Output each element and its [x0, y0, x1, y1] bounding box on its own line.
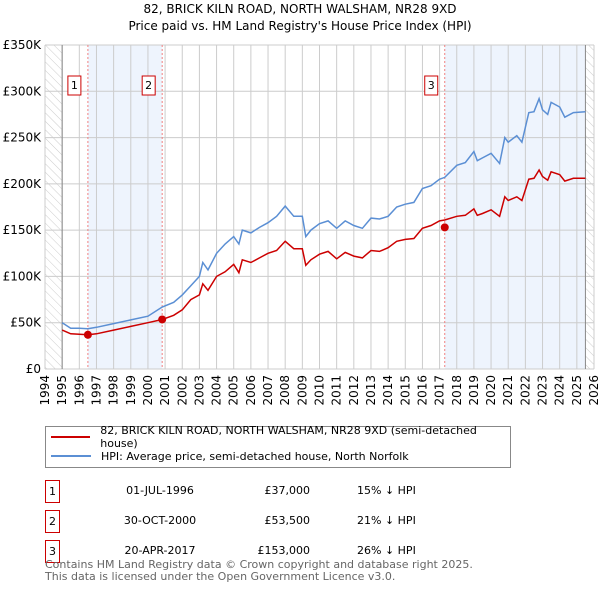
- x-tick-label: 2002: [175, 375, 189, 406]
- line-chart: £0 £50K £100K £150K £200K £250K £300K £350K 1994…: [3, 38, 600, 406]
- x-tick-label: 2010: [313, 375, 327, 406]
- y-tick-label: £100K: [3, 269, 43, 283]
- x-tick-label: 2024: [553, 375, 567, 406]
- x-tick-label: 2018: [450, 375, 464, 406]
- legend-swatch-blue: [51, 455, 91, 457]
- x-tick-label: 2000: [141, 375, 155, 406]
- x-tick-label: 2005: [227, 375, 241, 406]
- x-tick-label: 2015: [398, 375, 412, 406]
- sale-hpi-diff: 15% ↓ HPI: [357, 484, 416, 497]
- sale-date: 20-APR-2017: [124, 544, 196, 557]
- x-tick-label: 2014: [381, 375, 395, 406]
- sale-label: 3: [428, 79, 435, 92]
- legend: 82, BRICK KILN ROAD, NORTH WALSHAM, NR28…: [45, 424, 511, 468]
- sale-point: [440, 223, 449, 232]
- sale-hpi-diff: 26% ↓ HPI: [357, 544, 416, 557]
- sale-date: 01-JUL-1996: [126, 484, 194, 497]
- sale-point: [83, 330, 92, 339]
- sale-price: £53,500: [264, 514, 311, 527]
- sale-number-badge: 3: [45, 540, 60, 563]
- x-tick-label: 2017: [433, 375, 447, 406]
- x-tick-label: 2025: [570, 375, 584, 406]
- x-tick-label: 1994: [38, 375, 52, 406]
- x-tick-label: 1997: [89, 375, 103, 406]
- x-tick-label: 2022: [518, 375, 532, 406]
- sale-price: £37,000: [264, 484, 311, 497]
- x-tick-label: 2026: [587, 375, 600, 406]
- x-tick-label: 2013: [364, 375, 378, 406]
- x-tick-label: 2004: [210, 375, 224, 406]
- series-line-property: [61, 168, 586, 336]
- x-tick-label: 2019: [467, 375, 481, 406]
- hatched-region-after-data: [585, 45, 594, 369]
- shaded-period: [444, 45, 586, 369]
- x-tick-label: 2012: [347, 375, 361, 406]
- sale-number-badge: 2: [45, 510, 60, 533]
- x-tick-label: 2009: [295, 375, 309, 406]
- series-line-hpi: [61, 96, 586, 330]
- sale-number-badge: 1: [45, 480, 60, 503]
- x-tick-label: 2023: [536, 375, 550, 406]
- sale-label: 2: [145, 79, 152, 92]
- legend-swatch-red: [51, 436, 91, 438]
- x-tick-label: 2003: [192, 375, 206, 406]
- x-tick-label: 2001: [158, 375, 172, 406]
- y-tick-label: £200K: [3, 177, 43, 191]
- sale-label-box: [141, 75, 156, 96]
- x-tick-label: 2007: [261, 375, 275, 406]
- y-tick-label: £350K: [3, 38, 43, 52]
- x-tick-label: 1996: [72, 375, 86, 406]
- y-tick-label: £250K: [3, 131, 43, 145]
- footer-licence: This data is licensed under the Open Gov…: [45, 570, 396, 583]
- footer-copyright: Contains HM Land Registry data © Crown c…: [45, 558, 473, 571]
- hatched-region-before-data: [45, 45, 63, 369]
- x-tick-label: 2021: [501, 375, 515, 406]
- sale-label-box: [67, 75, 82, 96]
- x-tick-label: 2020: [484, 375, 498, 406]
- legend-label: 82, BRICK KILN ROAD, NORTH WALSHAM, NR28…: [100, 424, 477, 450]
- sale-label: 1: [71, 79, 78, 92]
- x-tick-label: 1998: [107, 375, 121, 406]
- chart-title: 82, BRICK KILN ROAD, NORTH WALSHAM, NR28…: [143, 2, 457, 16]
- sale-point: [158, 315, 167, 324]
- y-tick-label: £150K: [3, 223, 43, 237]
- x-tick-label: 2006: [244, 375, 258, 406]
- legend-item-property: 82, BRICK KILN ROAD, NORTH WALSHAM, NR28…: [51, 424, 510, 450]
- x-tick-label: 1999: [124, 375, 138, 406]
- legend-label: HPI: Average price, semi-detached house,…: [101, 449, 409, 463]
- sale-hpi-diff: 21% ↓ HPI: [357, 514, 416, 527]
- chart-subtitle: Price paid vs. HM Land Registry's House …: [128, 19, 472, 33]
- x-tick-label: 1995: [55, 375, 69, 406]
- y-tick-label: £0: [26, 362, 41, 376]
- x-tick-label: 2016: [415, 375, 429, 406]
- sale-date: 30-OCT-2000: [123, 514, 197, 527]
- x-tick-label: 2008: [278, 375, 292, 406]
- sale-price: £153,000: [257, 544, 311, 557]
- y-tick-label: £300K: [3, 84, 43, 98]
- y-tick-label: £50K: [10, 316, 42, 330]
- sale-label-box: [424, 75, 439, 96]
- x-tick-label: 2011: [330, 375, 344, 406]
- legend-item-hpi: HPI: Average price, semi-detached house,…: [51, 448, 409, 464]
